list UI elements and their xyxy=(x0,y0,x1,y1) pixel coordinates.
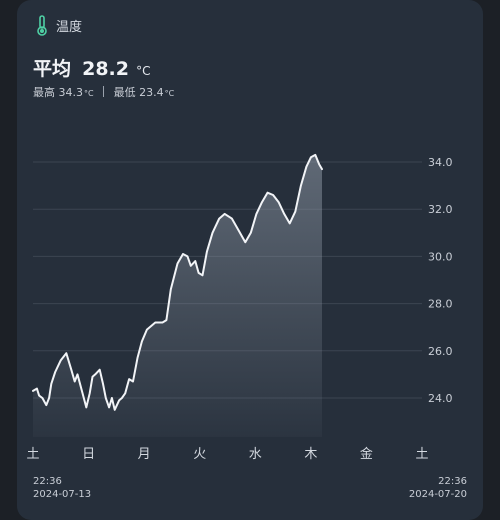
average-unit: °C xyxy=(136,64,151,78)
y-tick-label: 26.0 xyxy=(428,345,453,358)
y-tick-label: 28.0 xyxy=(428,298,453,311)
min-max-row: 最高 34.3°C 最低 23.4°C xyxy=(33,84,174,100)
end-date: 2024-07-20 xyxy=(408,489,467,500)
x-tick-label: 水 xyxy=(249,447,262,462)
min-label: 最低 xyxy=(113,86,136,99)
divider xyxy=(103,86,105,97)
max-unit: °C xyxy=(84,89,94,98)
temperature-line xyxy=(32,153,323,411)
average-summary: 平均 28.2 °C xyxy=(33,54,150,81)
x-tick-label: 日 xyxy=(82,447,95,462)
min-unit: °C xyxy=(164,89,175,98)
y-tick-label: 24.0 xyxy=(428,392,453,405)
end-time: 22:36 xyxy=(438,476,467,487)
start-date: 2024-07-13 xyxy=(33,489,92,500)
x-tick-label: 土 xyxy=(26,447,39,462)
thermometer-icon xyxy=(37,15,47,36)
x-tick-label: 月 xyxy=(138,447,151,462)
min-value: 23.4 xyxy=(139,86,164,99)
start-time: 22:36 xyxy=(33,476,62,487)
average-value: 28.2 xyxy=(82,58,129,80)
y-tick-label: 32.0 xyxy=(428,203,453,216)
range-start: 22:36 2024-07-13 xyxy=(33,475,91,501)
x-tick-label: 火 xyxy=(193,447,206,462)
x-tick-label: 金 xyxy=(360,446,373,462)
max-label: 最高 xyxy=(33,86,55,99)
temperature-area xyxy=(33,154,322,437)
temperature-chart: 24.0 26.0 28.0 30.0 32.0 34.0 土 日 月 火 水 木 金 土 xyxy=(26,153,453,462)
y-tick-label: 34.0 xyxy=(428,156,453,169)
max-value: 34.3 xyxy=(58,86,84,99)
x-tick-label: 土 xyxy=(415,447,428,462)
card-header: 温度 xyxy=(35,14,82,36)
average-label: 平均 xyxy=(33,58,72,80)
y-tick-label: 30.0 xyxy=(428,250,453,263)
range-end: 22:36 2024-07-20 xyxy=(409,475,467,501)
x-tick-label: 木 xyxy=(304,447,317,462)
header-label: 温度 xyxy=(56,19,83,35)
